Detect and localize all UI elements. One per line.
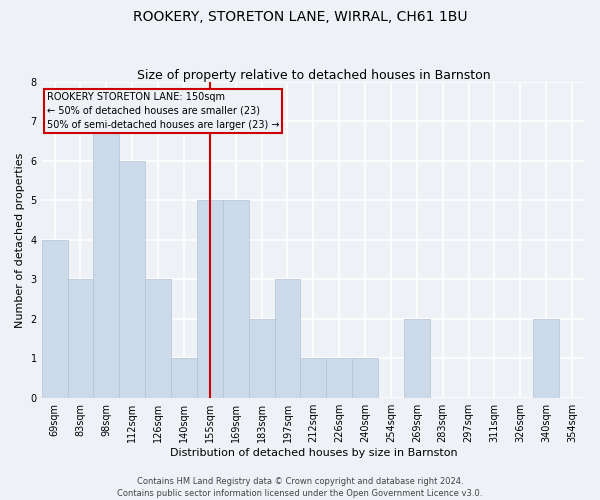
Bar [533,319,559,398]
Title: Size of property relative to detached houses in Barnston: Size of property relative to detached ho… [137,69,490,82]
Bar [197,200,223,398]
Text: ROOKERY STORETON LANE: 150sqm
← 50% of detached houses are smaller (23)
50% of s: ROOKERY STORETON LANE: 150sqm ← 50% of d… [47,92,280,130]
Bar [275,280,301,398]
Bar [352,358,378,398]
Bar [145,280,171,398]
Bar [171,358,197,398]
Text: Contains HM Land Registry data © Crown copyright and database right 2024.
Contai: Contains HM Land Registry data © Crown c… [118,476,482,498]
Bar [94,122,119,398]
Y-axis label: Number of detached properties: Number of detached properties [15,152,25,328]
Bar [223,200,248,398]
Bar [68,280,94,398]
Bar [326,358,352,398]
Bar [404,319,430,398]
Bar [248,319,275,398]
Text: ROOKERY, STORETON LANE, WIRRAL, CH61 1BU: ROOKERY, STORETON LANE, WIRRAL, CH61 1BU [133,10,467,24]
Bar [119,161,145,398]
Bar [41,240,68,398]
Bar [301,358,326,398]
X-axis label: Distribution of detached houses by size in Barnston: Distribution of detached houses by size … [170,448,457,458]
